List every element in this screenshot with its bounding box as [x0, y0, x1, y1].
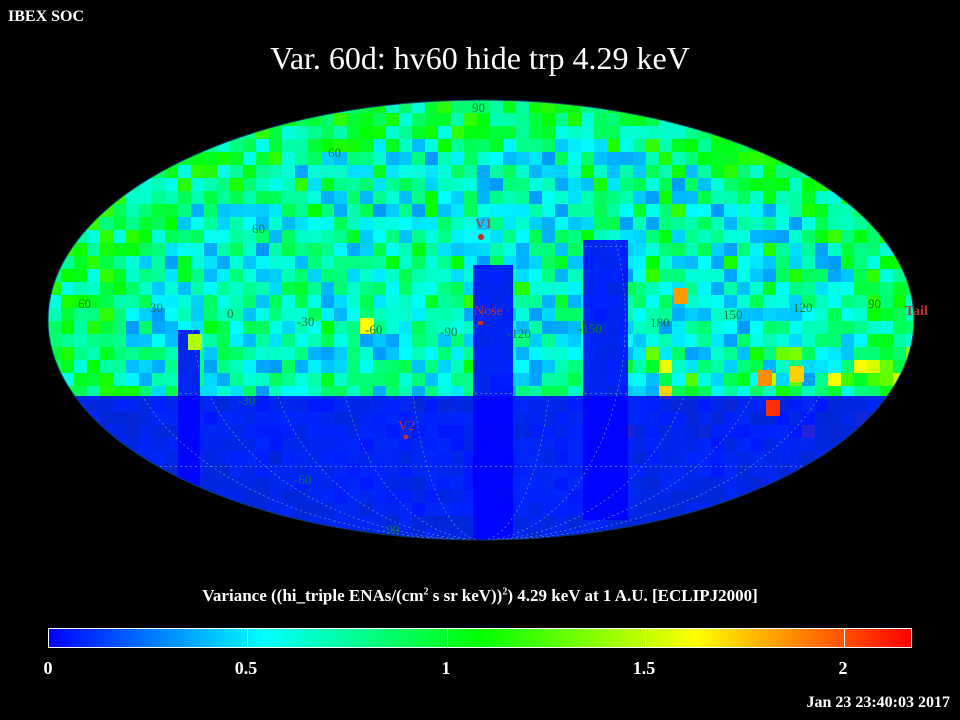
colorbar-tick: 0.5 — [234, 658, 258, 678]
lon-label: 120 — [793, 300, 813, 315]
lon-label: 0 — [227, 306, 234, 321]
timestamp: Jan 23 23:40:03 2017 — [806, 694, 950, 711]
lon-label: 30 — [150, 300, 163, 315]
colorbar-tick: 2 — [838, 658, 848, 678]
map-title: Var. 60d: hv60 hide trp 4.29 keV — [270, 40, 690, 76]
lon-label: 150 — [723, 307, 743, 322]
lat-label: -30 — [238, 393, 255, 408]
colorbar — [48, 628, 912, 648]
lat-label: -60 — [294, 472, 311, 487]
lon-label: -30 — [297, 314, 314, 329]
lat-label: 90 — [472, 100, 485, 115]
marker-tail-label: Tail — [905, 304, 928, 319]
colorbar-tick: 1 — [441, 658, 451, 678]
colorbar-tick: 1.5 — [632, 658, 656, 678]
lon-label: 90 — [868, 296, 881, 311]
marker-nose — [478, 321, 483, 325]
lat-label: 60 — [328, 145, 341, 160]
marker-v2-label: V2 — [398, 419, 415, 434]
lon-label: 60 — [78, 296, 91, 311]
lon-label: -120 — [507, 326, 531, 341]
lat-label: -90 — [382, 522, 399, 537]
lon-label: -90 — [440, 324, 457, 339]
colorbar-tick: 0 — [43, 658, 53, 678]
lon-label: 180 — [650, 315, 670, 330]
sky-map: 60 30 0 -30 -60 -90 -120 -150 180 150 12… — [47, 99, 928, 541]
lat-label: 60 — [252, 221, 265, 236]
marker-v2 — [403, 434, 409, 440]
org-label: IBEX SOC — [8, 8, 85, 25]
colorbar-label: Variance ((hi_triple ENAs/(cm2 s sr keV)… — [202, 586, 758, 605]
lon-label: -60 — [365, 322, 382, 337]
marker-v1 — [478, 234, 484, 240]
marker-v1-label: V1 — [475, 217, 492, 232]
lon-label: -150 — [578, 321, 602, 336]
marker-nose-label: Nose — [474, 304, 503, 319]
